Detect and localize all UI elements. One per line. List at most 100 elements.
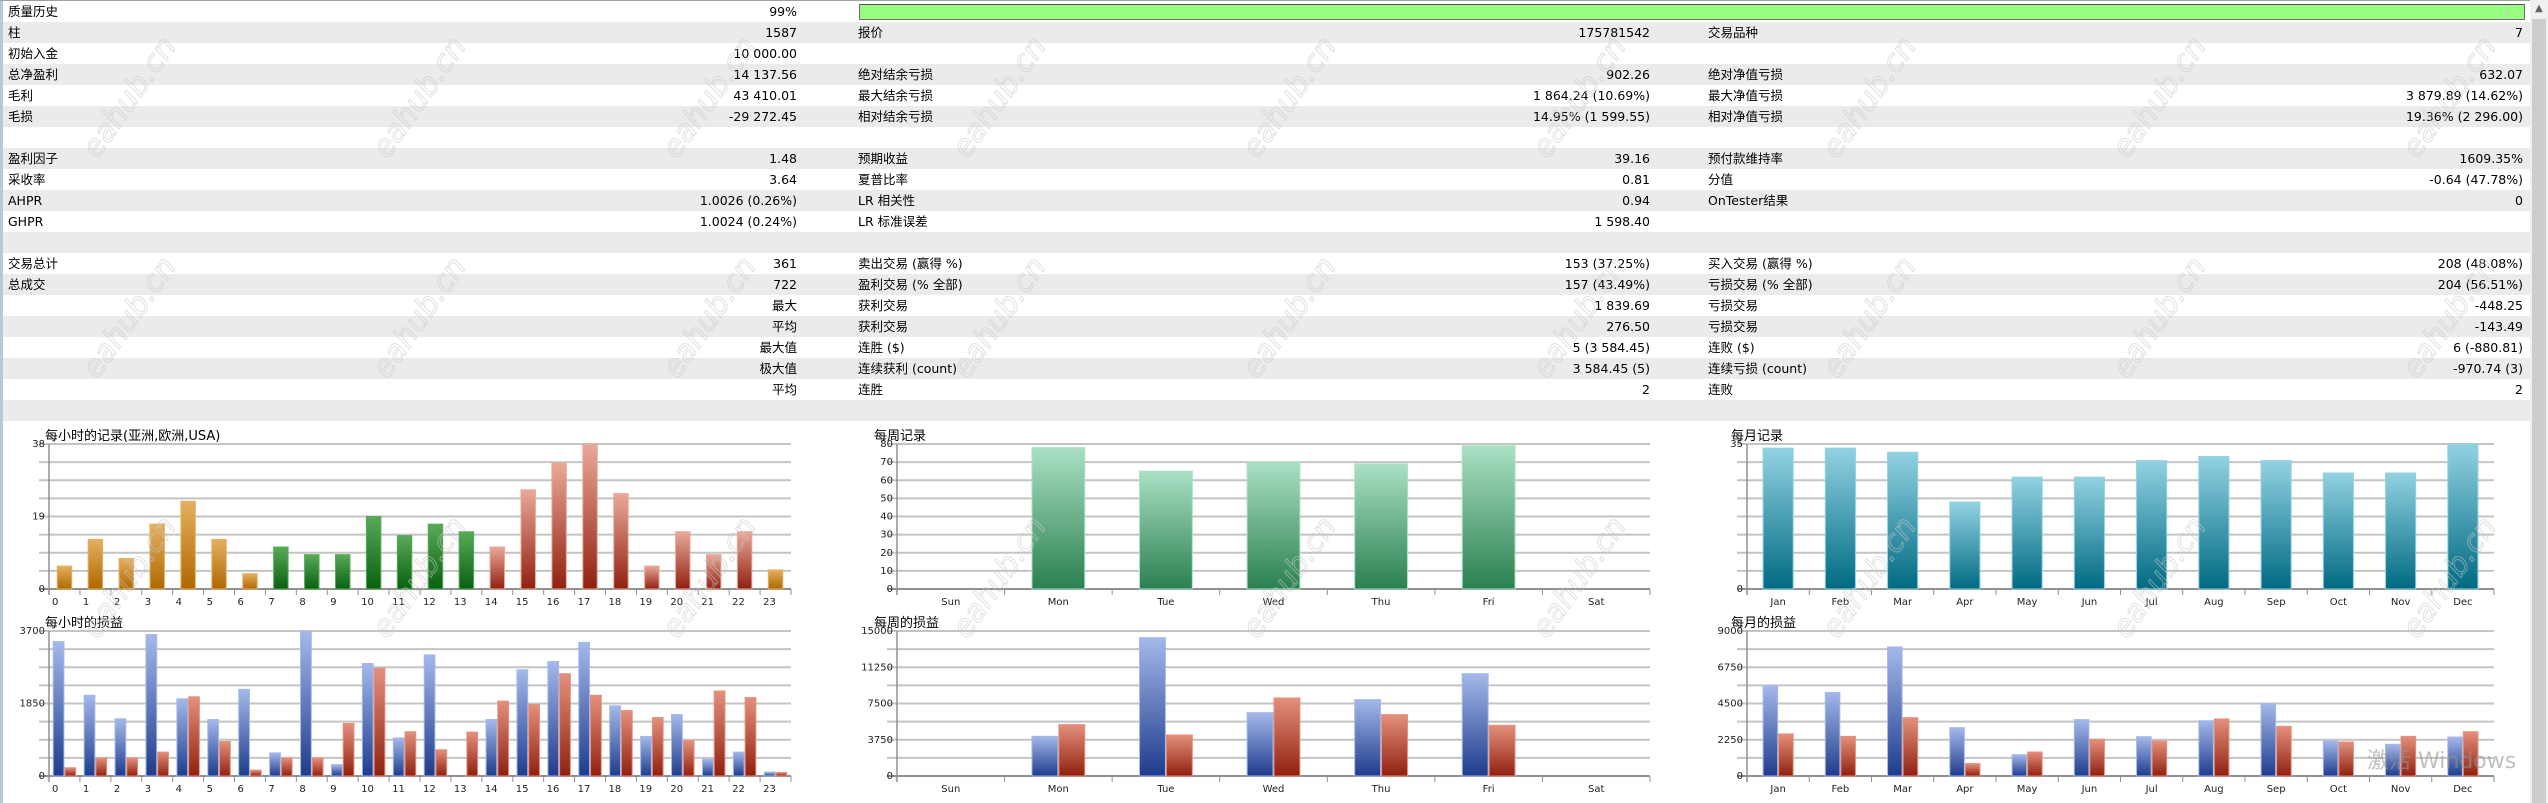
stat-value: 1 839.69: [1594, 298, 1650, 313]
bar-loss: [188, 696, 200, 777]
stats-row: 盈利因子 1.48 预期收益 39.16 预付款维持率 1609.35%: [3, 148, 2530, 169]
stat-label: 毛利: [8, 88, 34, 103]
x-tick-label: 9: [330, 597, 336, 608]
stat-label: 分值: [1708, 172, 1734, 187]
x-tick-label: 11: [392, 597, 405, 608]
stat-value: 1609.35%: [2459, 151, 2523, 166]
stat-value: 3 584.45 (5): [1572, 361, 1650, 376]
x-tick-label: 22: [732, 597, 745, 608]
bar-trades: [273, 546, 289, 590]
stat-label: 报价: [858, 25, 884, 40]
stat-value: 3.64: [769, 172, 797, 187]
bar-loss: [1488, 724, 1516, 777]
scroll-thumb[interactable]: [2532, 19, 2546, 803]
y-tick-label: 2250: [1718, 735, 1743, 746]
x-tick-label: 5: [207, 597, 213, 608]
x-tick-label: 13: [454, 784, 467, 795]
stat-value: 1.48: [769, 151, 797, 166]
y-tick-label: 38: [32, 439, 45, 450]
stats-row: [3, 127, 2530, 148]
x-tick-label: 5: [207, 784, 213, 795]
bar-trades: [1824, 447, 1856, 590]
bar-loss: [342, 722, 355, 777]
y-tick-label: 9000: [1718, 626, 1743, 637]
bar-trades: [1031, 447, 1086, 590]
x-tick-label: 19: [639, 784, 652, 795]
bar-profit: [145, 634, 158, 777]
bar-trades: [1461, 445, 1516, 590]
stat-value: 39.16: [1614, 151, 1650, 166]
bar-trades: [2447, 443, 2479, 590]
stat-value: 175781542: [1578, 25, 1650, 40]
bar-profit: [547, 661, 560, 777]
bar-loss: [2400, 735, 2417, 777]
y-tick-label: 4500: [1718, 699, 1743, 710]
bar-profit: [1031, 735, 1059, 777]
bar-trades: [2136, 460, 2168, 590]
x-tick-label: 4: [176, 597, 182, 608]
stats-row: 毛损 -29 272.45 相对结余亏损 14.95% (1 599.55) 相对净值亏…: [3, 106, 2530, 127]
y-tick-label: 0: [1737, 771, 1743, 782]
bar-loss: [2338, 741, 2354, 777]
bar-trades: [87, 538, 104, 590]
vertical-scrollbar[interactable]: ▲: [2530, 0, 2548, 803]
stat-value: 1 864.24 (10.69%): [1532, 88, 1650, 103]
bar-loss: [466, 731, 479, 777]
bar-profit: [52, 641, 65, 777]
y-tick-label: 1850: [20, 699, 45, 710]
x-tick-label: 2: [114, 597, 120, 608]
y-tick-label: 19: [32, 512, 45, 523]
x-tick-label: Wed: [1263, 784, 1285, 795]
bar-trades: [1949, 501, 1981, 590]
stat-value: 0.81: [1622, 172, 1650, 187]
monthly-profit-loss-chart: 每月的损益 0 2250 4500 6750 9000 Jan Feb Mar Apr May Ju…: [1700, 612, 2548, 800]
bar-profit: [300, 630, 312, 777]
bar-profit: [1762, 685, 1779, 777]
x-tick-label: Jul: [2145, 597, 2158, 608]
x-tick-label: 20: [670, 597, 683, 608]
bar-loss: [528, 704, 540, 777]
bar-trades: [489, 546, 506, 590]
y-tick-label: 40: [880, 512, 893, 523]
x-tick-label: 2: [114, 784, 120, 795]
stat-value: 5 (3 584.45): [1572, 340, 1650, 355]
window-top-border: [0, 0, 2530, 1]
y-tick-label: 80: [880, 439, 893, 450]
y-tick-label: 0: [39, 584, 45, 595]
stat-value: 1587: [765, 25, 797, 40]
stat-value: 19.36% (2 296.00): [2405, 109, 2523, 124]
stats-row: 柱 1587 报价 175781542 交易品种 7: [3, 22, 2530, 43]
bar-loss: [435, 749, 448, 777]
stats-row: 初始入金 10 000.00: [3, 43, 2530, 64]
x-tick-label: Mar: [1893, 597, 1913, 608]
bar-trades: [242, 573, 258, 590]
x-tick-label: 23: [763, 784, 776, 795]
scroll-up-arrow-icon[interactable]: ▲: [2535, 3, 2543, 14]
stat-label: 获利交易: [858, 319, 909, 334]
bar-profit: [1461, 673, 1489, 777]
x-tick-label: Mar: [1893, 784, 1913, 795]
bar-profit: [2011, 754, 2028, 777]
stat-value: 0: [2515, 193, 2523, 208]
stat-value: -448.25: [2474, 298, 2523, 313]
stat-value: 1 598.40: [1594, 214, 1650, 229]
x-tick-label: 9: [330, 784, 336, 795]
x-tick-label: Sep: [2267, 597, 2286, 608]
chart-title: 每小时的损益: [45, 616, 124, 631]
bar-profit: [485, 719, 498, 777]
bar-loss: [590, 694, 602, 777]
bar-profit: [2073, 719, 2090, 777]
bar-profit: [176, 698, 189, 777]
x-tick-label: 11: [392, 784, 405, 795]
stat-value: 632.07: [2479, 67, 2523, 82]
bar-profit: [2385, 743, 2401, 777]
stat-label: 采收率: [8, 172, 46, 187]
x-tick-label: 16: [547, 784, 560, 795]
stat-label: 柱: [8, 25, 21, 40]
stat-label: 质量历史: [8, 4, 59, 19]
bar-trades: [211, 538, 227, 590]
bar-trades: [334, 554, 351, 590]
x-tick-label: Apr: [1956, 597, 1974, 608]
stat-value: 208 (48.08%): [2437, 256, 2523, 271]
stats-row: 最大值 连胜 ($) 5 (3 584.45) 连败 ($) 6 (-880.81): [3, 337, 2530, 358]
